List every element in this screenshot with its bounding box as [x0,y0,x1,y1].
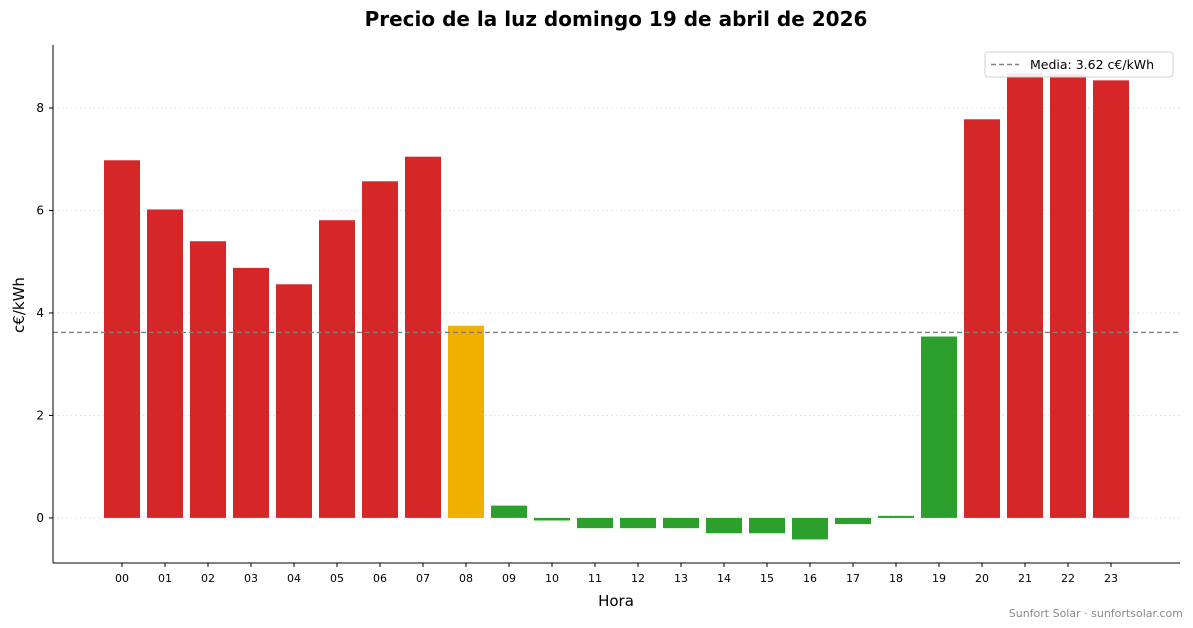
y-tick-label: 2 [36,408,44,422]
x-tick-label: 06 [373,572,387,585]
x-tick-label: 02 [201,572,215,585]
x-tick-label: 00 [115,572,129,585]
legend: Media: 3.62 c€/kWh [984,51,1174,78]
x-tick-label: 03 [244,572,258,585]
bar [405,156,441,518]
y-tick-label: 4 [36,306,44,320]
bar [1007,73,1043,518]
y-tick-label: 6 [36,203,44,217]
x-tick-label: 01 [158,572,172,585]
x-tick-label: 13 [674,572,688,585]
bar [749,517,785,534]
credit-text: Sunfort Solar · sunfortsolar.com [1009,607,1183,620]
x-tick-label: 05 [330,572,344,585]
bar [835,517,871,525]
bar [276,284,312,518]
bar [706,517,742,534]
x-ticks: 00 01 02 03 04 05 06 07 08 09 10 11 12 13 14 15 16 17 18 19… [115,563,1118,585]
bar [964,119,1000,518]
bar [233,267,269,518]
bar [319,220,355,518]
bar [448,325,484,518]
bar [190,241,226,518]
chart-title: Precio de la luz domingo 19 de abril de … [365,7,868,31]
bars [104,73,1129,540]
x-tick-label: 15 [760,572,774,585]
bar [534,517,570,521]
x-tick-label: 11 [588,572,602,585]
legend-mean-label: Media: 3.62 c€/kWh [1030,57,1154,72]
grid-lines [53,107,1180,519]
x-tick-label: 09 [502,572,516,585]
bar [362,181,398,518]
x-tick-label: 08 [459,572,473,585]
axes [52,45,1180,564]
y-ticks: 0 2 4 6 8 [36,101,53,525]
legend-box [984,51,1174,78]
bar [1093,80,1129,518]
x-tick-label: 16 [803,572,817,585]
y-axis-label: c€/kWh [10,277,28,333]
bar [147,209,183,518]
x-tick-label: 18 [889,572,903,585]
x-tick-label: 20 [975,572,989,585]
x-tick-label: 10 [545,572,559,585]
x-tick-label: 23 [1104,572,1118,585]
bar [1050,74,1086,518]
bar [792,517,828,540]
bar [620,517,656,529]
y-tick-label: 0 [36,511,44,525]
x-tick-label: 12 [631,572,645,585]
y-tick-label: 8 [36,101,44,115]
bar [878,515,914,518]
x-tick-label: 22 [1061,572,1075,585]
x-axis-label: Hora [598,592,634,610]
x-tick-label: 19 [932,572,946,585]
x-tick-label: 21 [1018,572,1032,585]
bar [104,160,140,518]
bar [491,505,527,518]
bar [577,517,613,529]
x-tick-label: 17 [846,572,860,585]
x-tick-label: 14 [717,572,731,585]
bar [921,336,957,518]
bar [663,517,699,529]
x-tick-label: 07 [416,572,430,585]
x-tick-label: 04 [287,572,301,585]
